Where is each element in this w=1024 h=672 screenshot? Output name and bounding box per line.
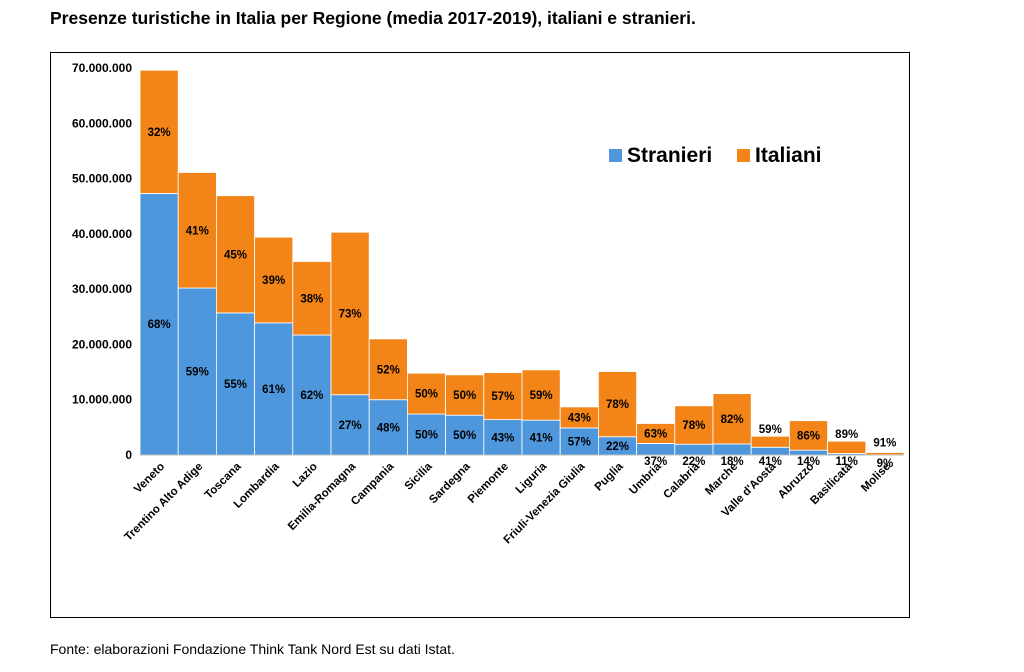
data-label-italiani: 59% bbox=[530, 390, 553, 402]
bar-italiani bbox=[521, 369, 561, 421]
legend-label-stranieri: Stranieri bbox=[627, 144, 712, 167]
y-tick-label: 30.000.000 bbox=[72, 282, 132, 296]
bar-italiani bbox=[674, 405, 714, 445]
data-label-italiani: 78% bbox=[682, 420, 705, 432]
bar-italiani bbox=[598, 371, 638, 438]
y-tick-label: 60.000.000 bbox=[72, 116, 132, 130]
data-label-stranieri: 55% bbox=[224, 379, 247, 391]
data-label-stranieri: 22% bbox=[682, 456, 705, 468]
data-label-stranieri: 59% bbox=[186, 367, 209, 379]
bar-italiani bbox=[406, 372, 446, 415]
source-note: Fonte: elaborazioni Fondazione Think Tan… bbox=[50, 641, 455, 657]
data-label-italiani: 32% bbox=[148, 127, 171, 139]
bar-italiani bbox=[254, 236, 294, 324]
data-label-italiani: 50% bbox=[453, 390, 476, 402]
data-label-stranieri: 18% bbox=[721, 456, 744, 468]
data-label-italiani: 50% bbox=[415, 389, 438, 401]
bar-stranieri bbox=[712, 443, 752, 456]
bar-stranieri bbox=[674, 443, 714, 456]
bar-italiani bbox=[712, 393, 752, 445]
bar-italiani bbox=[827, 440, 867, 454]
bar-italiani bbox=[789, 420, 829, 451]
y-tick-label: 40.000.000 bbox=[72, 227, 132, 241]
data-label-stranieri: 68% bbox=[148, 319, 171, 331]
y-tick-label: 20.000.000 bbox=[72, 337, 132, 351]
legend-swatch-italiani bbox=[737, 149, 750, 162]
data-label-stranieri: 62% bbox=[300, 390, 323, 402]
data-label-stranieri: 9% bbox=[877, 458, 894, 470]
bar-italiani bbox=[215, 195, 255, 314]
data-label-stranieri: 50% bbox=[453, 430, 476, 442]
bar-italiani bbox=[750, 435, 790, 448]
bar-stranieri bbox=[254, 322, 294, 456]
data-label-italiani: 52% bbox=[377, 364, 400, 376]
data-label-stranieri: 37% bbox=[644, 456, 667, 468]
bar-stranieri bbox=[139, 193, 179, 456]
data-label-stranieri: 61% bbox=[262, 384, 285, 396]
data-label-italiani: 63% bbox=[644, 428, 667, 440]
data-label-stranieri: 11% bbox=[836, 456, 858, 468]
bar-stranieri bbox=[406, 413, 446, 456]
bar-italiani bbox=[139, 69, 179, 194]
x-tick-label: Sicilia bbox=[403, 460, 435, 492]
data-label-stranieri: 43% bbox=[491, 432, 514, 444]
data-label-italiani: 41% bbox=[186, 225, 209, 237]
data-label-stranieri: 50% bbox=[415, 430, 438, 442]
x-tick-label: Sardegna bbox=[427, 460, 473, 506]
data-label-stranieri: 41% bbox=[530, 433, 553, 445]
bar-italiani bbox=[445, 374, 485, 416]
bar-italiani bbox=[368, 338, 408, 401]
bar-stranieri bbox=[636, 442, 676, 456]
legend-swatch-stranieri bbox=[609, 149, 622, 162]
data-label-italiani: 43% bbox=[568, 412, 591, 424]
bar-stranieri bbox=[330, 394, 370, 456]
x-tick-label: Emilia-Romagna bbox=[286, 460, 359, 533]
chart-area: 0 10.000.000 20.000.000 30.000.000 40.000.00… bbox=[50, 52, 910, 618]
stacked-bar-chart: 0 10.000.000 20.000.000 30.000.000 40.000.00… bbox=[72, 61, 905, 546]
data-label-stranieri: 57% bbox=[568, 436, 591, 448]
data-label-italiani: 59% bbox=[759, 424, 782, 436]
data-label-italiani: 89% bbox=[835, 429, 858, 441]
data-label-italiani: 39% bbox=[262, 275, 285, 287]
x-tick-label: Veneto bbox=[132, 461, 167, 496]
bar-stranieri bbox=[750, 446, 790, 456]
x-tick-label: Trentino Alto Adige bbox=[123, 461, 206, 544]
bar-stranieri bbox=[789, 449, 829, 456]
data-label-italiani: 86% bbox=[797, 430, 820, 442]
x-tick-label: Liguria bbox=[514, 460, 550, 496]
data-label-italiani: 73% bbox=[339, 308, 362, 320]
y-tick-label: 50.000.000 bbox=[72, 172, 132, 186]
bar-italiani bbox=[330, 231, 370, 396]
legend-label-italiani: Italiani bbox=[755, 144, 822, 167]
bar-stranieri bbox=[483, 419, 523, 456]
data-label-stranieri: 41% bbox=[759, 456, 782, 468]
data-label-italiani: 82% bbox=[721, 414, 744, 426]
bar-stranieri bbox=[445, 414, 485, 456]
data-label-stranieri: 27% bbox=[339, 420, 362, 432]
data-label-italiani: 57% bbox=[491, 391, 514, 403]
data-label-italiani: 91% bbox=[873, 438, 896, 450]
y-tick-label: 10.000.000 bbox=[72, 393, 132, 407]
data-label-italiani: 38% bbox=[300, 293, 323, 305]
bar-stranieri bbox=[215, 312, 255, 456]
data-label-italiani: 45% bbox=[224, 249, 247, 261]
y-tick-label: 70.000.000 bbox=[72, 61, 132, 75]
y-tick-label: 0 bbox=[125, 448, 132, 462]
x-tick-label: Piemonte bbox=[466, 461, 511, 506]
data-label-stranieri: 22% bbox=[606, 441, 629, 453]
data-label-stranieri: 48% bbox=[377, 422, 400, 434]
bar-italiani bbox=[865, 452, 905, 456]
bar-stranieri bbox=[368, 399, 408, 456]
bar-italiani bbox=[177, 172, 217, 289]
bar-italiani bbox=[292, 261, 332, 336]
x-tick-label: Lazio bbox=[291, 461, 320, 490]
page-title: Presenze turistiche in Italia per Region… bbox=[50, 8, 696, 28]
data-label-italiani: 78% bbox=[606, 399, 629, 411]
data-label-stranieri: 14% bbox=[797, 456, 820, 468]
bar-stranieri bbox=[521, 419, 561, 456]
x-tick-label: Puglia bbox=[593, 460, 626, 493]
